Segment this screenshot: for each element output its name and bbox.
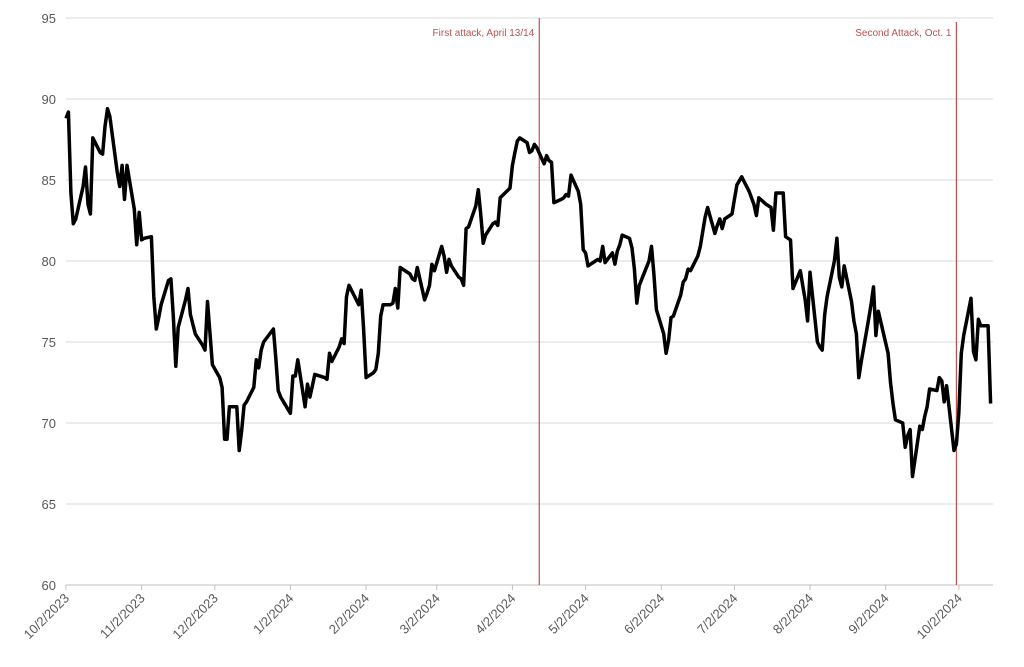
x-tick-label: 6/2/2024: [621, 591, 667, 637]
y-tick-label: 80: [42, 254, 56, 269]
x-tick-label: 8/2/2024: [770, 591, 816, 637]
data-line: [64, 106, 993, 479]
x-tick-label: 10/2/2024: [913, 591, 965, 643]
x-tick-label: 7/2/2024: [694, 591, 740, 637]
x-tick-label: 4/2/2024: [472, 591, 518, 637]
y-tick-label: 90: [42, 92, 56, 107]
x-tick-label: 12/2/2023: [169, 591, 221, 643]
x-tick-label: 9/2/2024: [845, 591, 891, 637]
y-tick-label: 60: [42, 578, 56, 593]
annotation-text: First attack, April 13/14: [433, 28, 535, 39]
y-tick-label: 85: [42, 173, 56, 188]
y-tick-label: 95: [42, 11, 56, 26]
x-tick-label: 10/2/2023: [21, 591, 73, 643]
annotation-text: Second Attack, Oct. 1: [855, 28, 952, 39]
y-tick-label: 65: [42, 497, 56, 512]
x-tick-label: 5/2/2024: [545, 591, 591, 637]
y-tick-label: 70: [42, 416, 56, 431]
x-tick-label: 1/2/2024: [250, 591, 296, 637]
y-tick-label: 75: [42, 335, 56, 350]
x-tick-label: 3/2/2024: [397, 591, 443, 637]
x-tick-label: 11/2/2023: [97, 591, 148, 642]
x-tick-label: 2/2/2024: [326, 591, 372, 637]
